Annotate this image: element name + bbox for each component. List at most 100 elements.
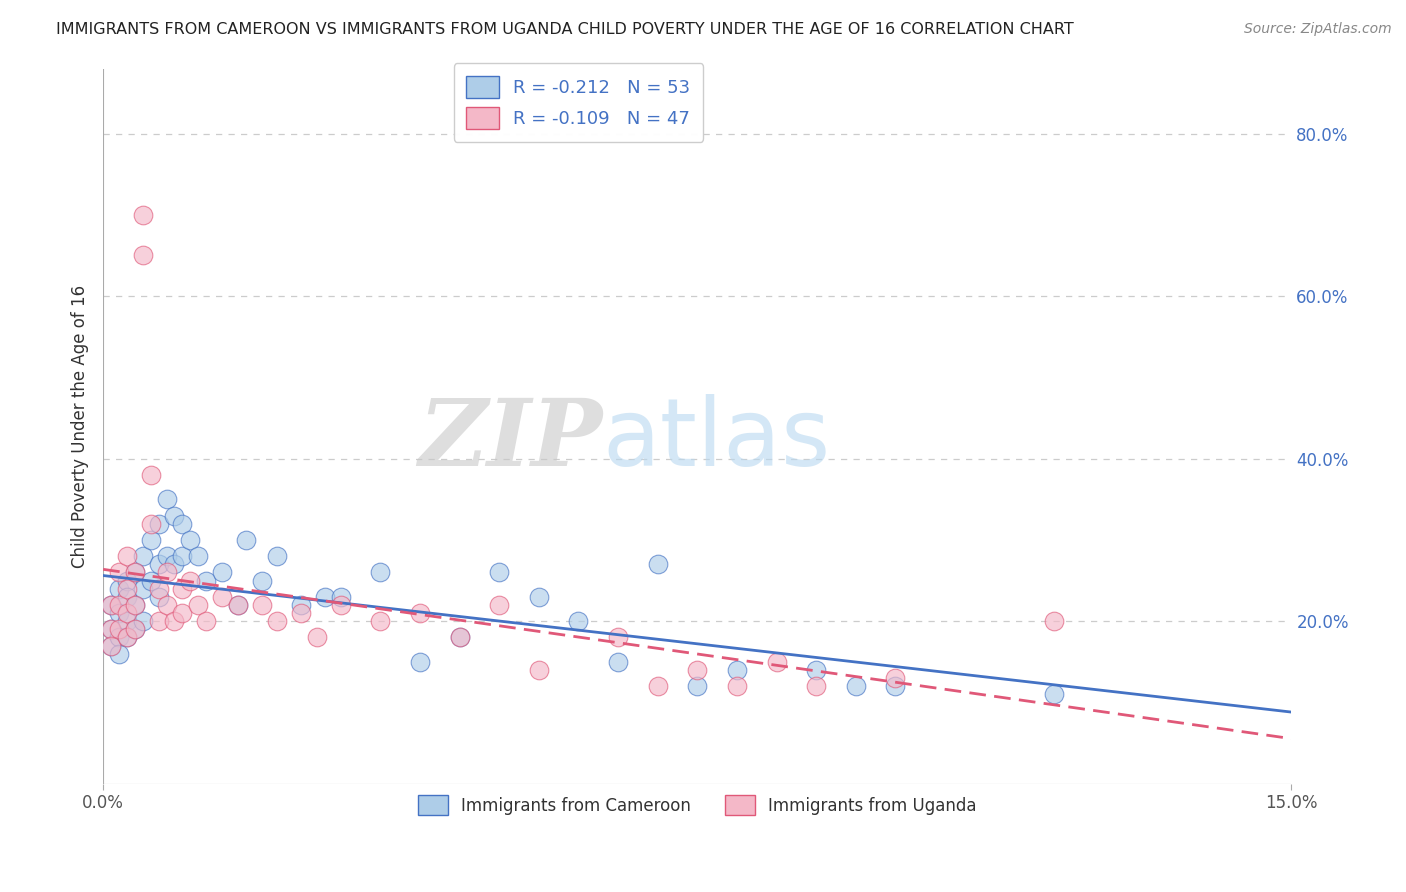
Point bbox=[124, 566, 146, 580]
Point bbox=[725, 679, 748, 693]
Point bbox=[108, 631, 131, 645]
Point bbox=[226, 598, 249, 612]
Point bbox=[187, 549, 209, 564]
Point bbox=[163, 614, 186, 628]
Point bbox=[187, 598, 209, 612]
Point bbox=[132, 248, 155, 262]
Point bbox=[115, 614, 138, 628]
Point bbox=[172, 582, 194, 596]
Point bbox=[607, 631, 630, 645]
Point bbox=[884, 671, 907, 685]
Point bbox=[370, 566, 392, 580]
Point bbox=[124, 566, 146, 580]
Point bbox=[155, 566, 177, 580]
Point bbox=[100, 639, 122, 653]
Point bbox=[804, 679, 827, 693]
Point bbox=[409, 606, 432, 620]
Point bbox=[155, 549, 177, 564]
Point bbox=[108, 647, 131, 661]
Point bbox=[449, 631, 471, 645]
Point bbox=[115, 574, 138, 588]
Point bbox=[148, 558, 170, 572]
Point bbox=[211, 566, 233, 580]
Point bbox=[115, 606, 138, 620]
Point bbox=[488, 598, 510, 612]
Point bbox=[115, 631, 138, 645]
Point bbox=[148, 582, 170, 596]
Point bbox=[139, 533, 162, 547]
Point bbox=[266, 614, 288, 628]
Point bbox=[139, 467, 162, 482]
Point bbox=[370, 614, 392, 628]
Point bbox=[163, 558, 186, 572]
Point bbox=[329, 598, 352, 612]
Point bbox=[686, 679, 709, 693]
Point bbox=[148, 516, 170, 531]
Point bbox=[172, 549, 194, 564]
Point bbox=[647, 558, 669, 572]
Point bbox=[329, 590, 352, 604]
Point bbox=[132, 614, 155, 628]
Point bbox=[266, 549, 288, 564]
Point bbox=[195, 614, 218, 628]
Point bbox=[124, 598, 146, 612]
Point bbox=[765, 655, 787, 669]
Point bbox=[124, 598, 146, 612]
Point bbox=[100, 598, 122, 612]
Point bbox=[290, 606, 312, 620]
Point bbox=[686, 663, 709, 677]
Point bbox=[195, 574, 218, 588]
Point bbox=[179, 574, 201, 588]
Point bbox=[290, 598, 312, 612]
Text: atlas: atlas bbox=[602, 394, 831, 486]
Point bbox=[179, 533, 201, 547]
Point bbox=[139, 516, 162, 531]
Point bbox=[804, 663, 827, 677]
Point bbox=[148, 590, 170, 604]
Point bbox=[211, 590, 233, 604]
Point bbox=[172, 606, 194, 620]
Point bbox=[115, 590, 138, 604]
Text: IMMIGRANTS FROM CAMEROON VS IMMIGRANTS FROM UGANDA CHILD POVERTY UNDER THE AGE O: IMMIGRANTS FROM CAMEROON VS IMMIGRANTS F… bbox=[56, 22, 1074, 37]
Point bbox=[884, 679, 907, 693]
Point bbox=[132, 582, 155, 596]
Point bbox=[163, 508, 186, 523]
Point bbox=[845, 679, 868, 693]
Point bbox=[1042, 614, 1064, 628]
Point bbox=[139, 574, 162, 588]
Point bbox=[226, 598, 249, 612]
Legend: Immigrants from Cameroon, Immigrants from Uganda: Immigrants from Cameroon, Immigrants fro… bbox=[408, 785, 987, 825]
Point bbox=[449, 631, 471, 645]
Point bbox=[115, 631, 138, 645]
Point bbox=[100, 623, 122, 637]
Point bbox=[132, 549, 155, 564]
Point bbox=[132, 208, 155, 222]
Point bbox=[725, 663, 748, 677]
Point bbox=[607, 655, 630, 669]
Point bbox=[108, 623, 131, 637]
Point bbox=[567, 614, 589, 628]
Point bbox=[305, 631, 328, 645]
Point bbox=[100, 598, 122, 612]
Point bbox=[250, 574, 273, 588]
Point bbox=[124, 623, 146, 637]
Point bbox=[647, 679, 669, 693]
Text: Source: ZipAtlas.com: Source: ZipAtlas.com bbox=[1244, 22, 1392, 37]
Point bbox=[108, 606, 131, 620]
Point bbox=[100, 639, 122, 653]
Point bbox=[100, 623, 122, 637]
Point bbox=[155, 598, 177, 612]
Point bbox=[488, 566, 510, 580]
Point bbox=[108, 598, 131, 612]
Point bbox=[172, 516, 194, 531]
Text: ZIP: ZIP bbox=[418, 395, 602, 485]
Point bbox=[235, 533, 257, 547]
Point bbox=[108, 566, 131, 580]
Point bbox=[250, 598, 273, 612]
Point bbox=[409, 655, 432, 669]
Point bbox=[148, 614, 170, 628]
Point bbox=[124, 623, 146, 637]
Y-axis label: Child Poverty Under the Age of 16: Child Poverty Under the Age of 16 bbox=[72, 285, 89, 567]
Point bbox=[314, 590, 336, 604]
Point bbox=[115, 582, 138, 596]
